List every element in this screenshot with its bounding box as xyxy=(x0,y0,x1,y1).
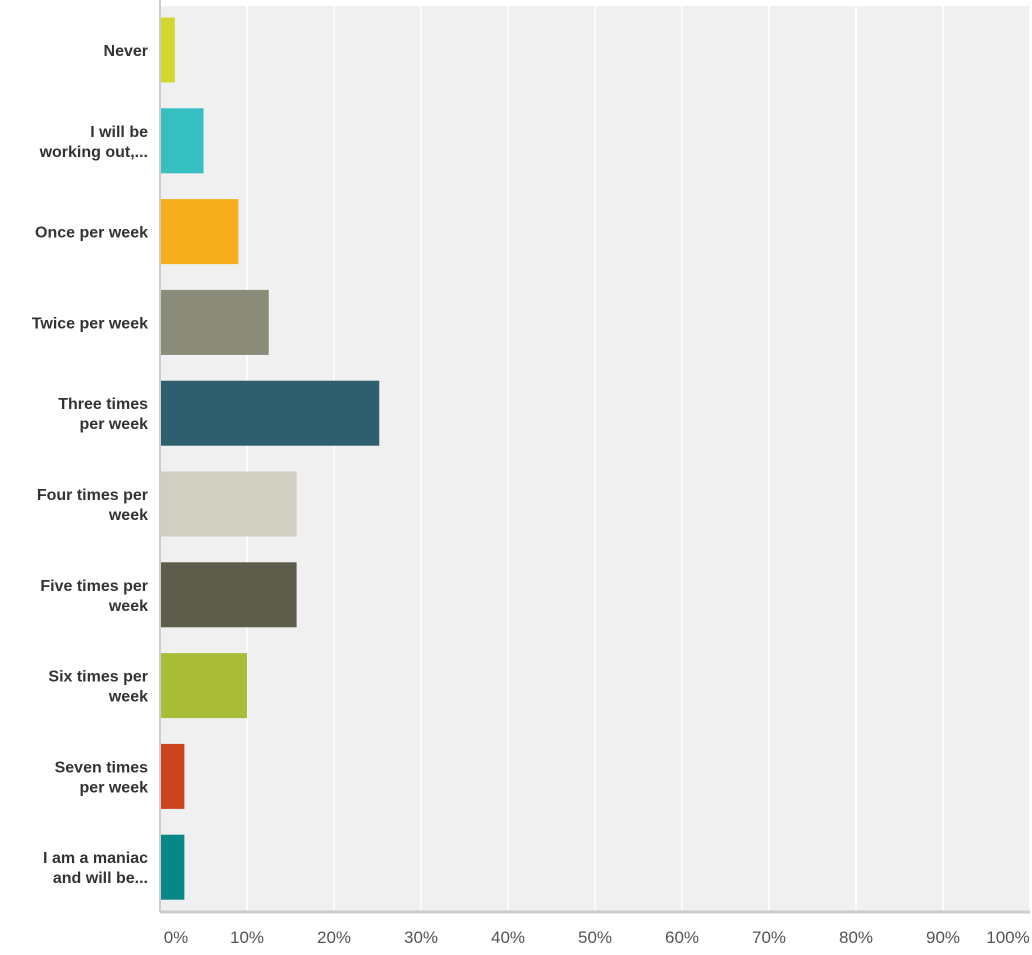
category-label-4: Three times per week xyxy=(58,396,148,433)
category-labels: Never I will be working out,... Once per we… xyxy=(32,43,148,887)
category-label-line: Six times per xyxy=(48,669,148,686)
bar-4 xyxy=(161,380,380,446)
bar-2 xyxy=(161,199,239,265)
category-label-line: Never xyxy=(104,43,148,60)
category-label-line: week xyxy=(108,598,148,615)
category-label-9: I am a maniac and will be... xyxy=(43,850,148,887)
x-tick-label-3: 30% xyxy=(404,928,438,947)
bar-9 xyxy=(161,834,185,900)
gridlines xyxy=(246,6,1031,912)
category-label-6: Five times per week xyxy=(40,578,148,615)
category-label-line: Twice per week xyxy=(32,315,148,332)
x-tick-label-7: 70% xyxy=(752,928,786,947)
bar-7 xyxy=(161,653,247,719)
bars xyxy=(161,17,380,900)
category-label-line: Five times per xyxy=(40,578,148,595)
category-label-line: I will be xyxy=(90,124,148,141)
bar-6 xyxy=(161,562,297,628)
category-label-5: Four times per week xyxy=(37,487,148,524)
x-tick-label-9: 90% xyxy=(926,928,960,947)
bar-1 xyxy=(161,108,204,174)
category-label-line: and will be... xyxy=(53,870,148,887)
category-label-line: per week xyxy=(80,416,149,433)
axes xyxy=(159,0,1030,914)
x-tick-label-10: 100% xyxy=(986,928,1029,947)
category-label-line: I am a maniac xyxy=(43,850,148,867)
category-label-line: week xyxy=(108,507,148,524)
category-label-line: Three times xyxy=(58,396,148,413)
x-tick-label-1: 10% xyxy=(230,928,264,947)
category-label-0: Never xyxy=(104,43,148,60)
x-tick-label-6: 60% xyxy=(665,928,699,947)
category-label-2: Once per week xyxy=(35,225,148,242)
category-label-line: per week xyxy=(80,779,149,796)
bar-0 xyxy=(161,17,175,83)
category-label-8: Seven times per week xyxy=(55,759,148,796)
category-label-line: working out,... xyxy=(39,144,148,161)
category-label-1: I will be working out,... xyxy=(39,124,149,161)
x-tick-labels: 0% 10% 20% 30% 40% 50% 60% 70% 80% 90% 100% xyxy=(164,928,1030,947)
bar-5 xyxy=(161,471,297,537)
category-label-line: Seven times xyxy=(55,759,148,776)
x-tick-label-0: 0% xyxy=(164,928,189,947)
category-label-line: week xyxy=(108,689,148,706)
x-tick-label-4: 40% xyxy=(491,928,525,947)
category-label-line: Once per week xyxy=(35,225,148,242)
category-label-3: Twice per week xyxy=(32,315,148,332)
x-tick-label-5: 50% xyxy=(578,928,612,947)
x-tick-label-8: 80% xyxy=(839,928,873,947)
x-tick-label-2: 20% xyxy=(317,928,351,947)
category-label-7: Six times per week xyxy=(48,669,148,706)
bar-3 xyxy=(161,289,269,355)
category-label-line: Four times per xyxy=(37,487,148,504)
bar-8 xyxy=(161,743,185,809)
